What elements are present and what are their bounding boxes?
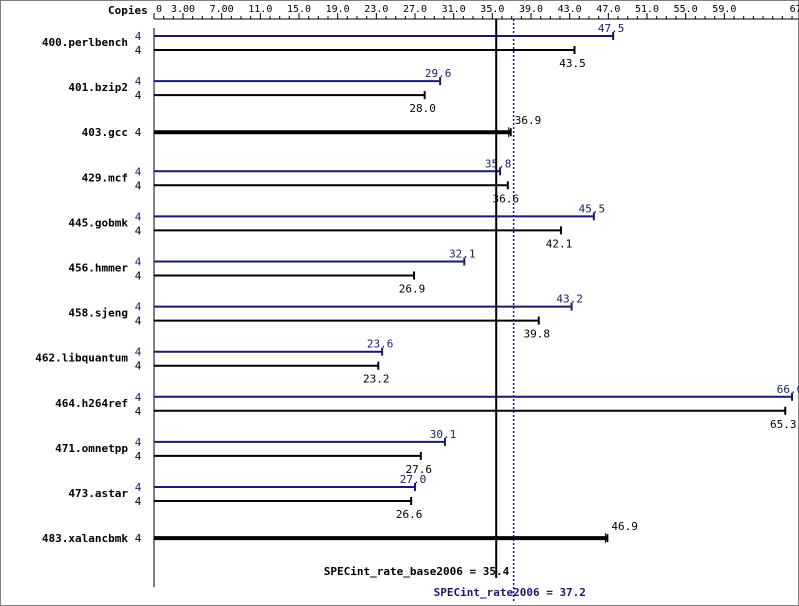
peak-copies-value: 4: [135, 30, 142, 43]
benchmark-row: 456.hmmer 44 32.1 26.9: [68, 248, 475, 296]
summary-lines: SPECint_rate_base2006 = 35.4 SPECint_rate…: [324, 19, 586, 602]
benchmark-name: 400.perlbench: [42, 36, 128, 49]
benchmark-name: 458.sjeng: [68, 307, 128, 320]
base-value-label: 39.8: [523, 328, 550, 341]
base-copies-value: 4: [135, 44, 142, 57]
base-value-label: 42.1: [546, 237, 573, 250]
benchmark-row: 403.gcc 4 36.9: [82, 114, 542, 139]
base-value-label: 26.9: [399, 283, 426, 296]
x-tick-label: 31.0: [442, 4, 466, 15]
benchmark-row: 464.h264ref 44 66.0 65.3: [55, 383, 799, 431]
base-summary-label: SPECint_rate_base2006 = 35.4: [324, 565, 510, 578]
benchmark-row: 429.mcf 44 35.8 36.6: [82, 157, 519, 205]
peak-copies-value: 4: [135, 210, 142, 223]
x-axis: 0 3.00 7.00 11.0 15.0 19.0 23.0 27.0 31.0 35.0 39.…: [153, 4, 799, 20]
base-copies-value: 4: [135, 315, 142, 328]
x-tick-label: 35.0: [480, 4, 504, 15]
benchmark-name: 429.mcf: [82, 171, 128, 184]
peak-value-label: 47.5: [598, 22, 625, 35]
benchmark-name: 445.gobmk: [68, 216, 128, 229]
base-copies-value: 4: [135, 360, 142, 373]
x-tick-label: 67.0: [790, 4, 799, 15]
x-tick-label: 51.0: [635, 4, 659, 15]
benchmark-row: 462.libquantum 44 23.6 23.2: [35, 338, 393, 386]
peak-copies-value: 4: [135, 346, 142, 359]
benchmark-name: 471.omnetpp: [55, 442, 128, 455]
peak-summary-label: SPECint_rate2006 = 37.2: [434, 586, 586, 599]
base-copies-value: 4: [135, 224, 142, 237]
base-value-label: 36.6: [493, 192, 520, 205]
peak-copies-value: 4: [135, 256, 142, 269]
benchmark-row: 445.gobmk 44 45.5 42.1: [68, 202, 605, 250]
benchmark-row: 400.perlbench 44 47.5 43.5: [42, 22, 625, 70]
x-tick-label: 43.0: [558, 4, 582, 15]
peak-value-label: 32.1: [449, 248, 476, 261]
benchmark-name: 403.gcc: [82, 126, 128, 139]
combined-value-label: 36.9: [515, 114, 542, 127]
copies-header: Copies: [108, 4, 148, 17]
benchmark-row: 473.astar 44 27.0 26.6: [68, 473, 426, 521]
peak-copies-value: 4: [135, 481, 142, 494]
benchmark-name: 462.libquantum: [35, 352, 128, 365]
x-tick-label: 11.0: [248, 4, 272, 15]
peak-value-label: 29.6: [425, 67, 452, 80]
x-tick-label: 7.00: [210, 4, 234, 15]
benchmark-row: 471.omnetpp 44 30.1 27.6: [55, 428, 456, 476]
peak-value-label: 30.1: [430, 428, 457, 441]
x-tick-label: 19.0: [326, 4, 350, 15]
peak-copies-value: 4: [135, 436, 142, 449]
benchmark-name: 473.astar: [68, 487, 128, 500]
x-tick-label: 15.0: [287, 4, 311, 15]
peak-value-label: 23.6: [367, 338, 394, 351]
base-copies-value: 4: [135, 405, 142, 418]
benchmark-row: 483.xalancbmk 4 46.9: [42, 520, 638, 545]
benchmark-name: 456.hmmer: [68, 262, 128, 275]
peak-copies-value: 4: [135, 301, 142, 314]
base-value-label: 65.3: [770, 418, 797, 431]
benchmark-name: 483.xalancbmk: [42, 532, 128, 545]
base-copies-value: 4: [135, 179, 142, 192]
benchmark-row: 458.sjeng 44 43.2 39.8: [68, 293, 582, 341]
base-value-label: 26.6: [396, 508, 423, 521]
base-copies-value: 4: [135, 495, 142, 508]
peak-value-label: 27.0: [400, 473, 427, 486]
peak-value-label: 35.8: [485, 157, 512, 170]
x-tick-label: 23.0: [364, 4, 388, 15]
base-value-label: 28.0: [409, 102, 436, 115]
base-value-label: 23.2: [363, 373, 390, 386]
x-tick-label: 27.0: [403, 4, 427, 15]
x-tick-label: 47.0: [596, 4, 620, 15]
benchmark-name: 464.h264ref: [55, 397, 128, 410]
benchmark-name: 401.bzip2: [68, 81, 128, 94]
base-copies-value: 4: [135, 89, 142, 102]
peak-value-label: 45.5: [579, 202, 606, 215]
x-tick-label: 55.0: [674, 4, 698, 15]
x-tick-label: 59.0: [712, 4, 736, 15]
base-copies-value: 4: [135, 270, 142, 283]
base-value-label: 43.5: [559, 57, 586, 70]
benchmark-row: 401.bzip2 44 29.6 28.0: [68, 67, 451, 115]
peak-value-label: 43.2: [556, 293, 583, 306]
peak-copies-value: 4: [135, 165, 142, 178]
x-tick-label: 3.00: [171, 4, 195, 15]
x-tick-label: 39.0: [519, 4, 543, 15]
peak-value-label: 66.0: [777, 383, 799, 396]
combined-value-label: 46.9: [611, 520, 638, 533]
copies-value: 4: [135, 532, 142, 545]
base-copies-value: 4: [135, 450, 142, 463]
x-tick-label: 0: [156, 4, 162, 15]
peak-copies-value: 4: [135, 75, 142, 88]
peak-copies-value: 4: [135, 391, 142, 404]
base-value-label: 27.6: [406, 463, 433, 476]
copies-value: 4: [135, 126, 142, 139]
